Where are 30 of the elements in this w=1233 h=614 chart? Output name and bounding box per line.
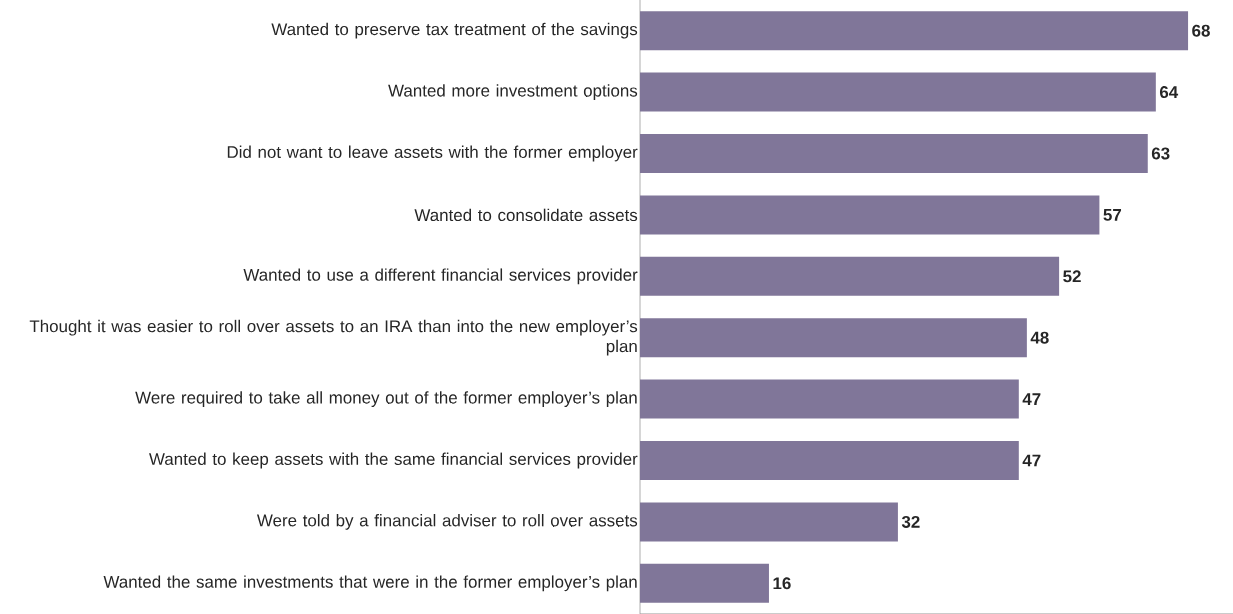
bar bbox=[640, 195, 1100, 235]
data-label: 68 bbox=[1192, 24, 1210, 37]
data-label: 52 bbox=[1063, 270, 1081, 283]
y-tick-label: Were told by a financial adviser to roll over assets bbox=[256, 514, 638, 530]
data-label: 64 bbox=[1159, 86, 1179, 99]
bar bbox=[640, 379, 1019, 419]
bar bbox=[640, 72, 1156, 112]
bar bbox=[640, 440, 1019, 480]
bar bbox=[640, 502, 898, 542]
y-tick-label: Wanted to keep assets with the same financial services provider bbox=[149, 452, 638, 469]
y-tick-label: Wanted to preserve tax treatment of the savings bbox=[271, 22, 638, 39]
y-tick-label: Thought it was easier to roll over assets to an IRA than into the new employer’s plan bbox=[29, 319, 638, 356]
bar bbox=[640, 11, 1189, 51]
y-tick-label: Were required to take all money out of the former employer’s plan bbox=[135, 391, 637, 407]
y-tick-label: Wanted to use a different financial services provider bbox=[243, 268, 638, 285]
data-label: 47 bbox=[1022, 454, 1041, 467]
bar bbox=[640, 318, 1027, 358]
data-label: 48 bbox=[1030, 331, 1049, 344]
data-label: 63 bbox=[1151, 147, 1170, 160]
data-label: 32 bbox=[901, 515, 920, 528]
data-label: 16 bbox=[773, 577, 791, 590]
data-label: 57 bbox=[1103, 208, 1122, 221]
bar bbox=[640, 133, 1148, 173]
y-tick-label: Wanted more investment options bbox=[388, 84, 638, 100]
y-tick-label: Did not want to leave assets with the former employer bbox=[227, 145, 638, 162]
y-tick-label: Wanted to consolidate assets bbox=[414, 208, 638, 222]
y-tick-label: Wanted the same investments that were in the former employer’s plan bbox=[103, 575, 637, 592]
bar bbox=[640, 563, 769, 603]
bar bbox=[640, 256, 1060, 296]
data-label: 47 bbox=[1022, 393, 1041, 405]
